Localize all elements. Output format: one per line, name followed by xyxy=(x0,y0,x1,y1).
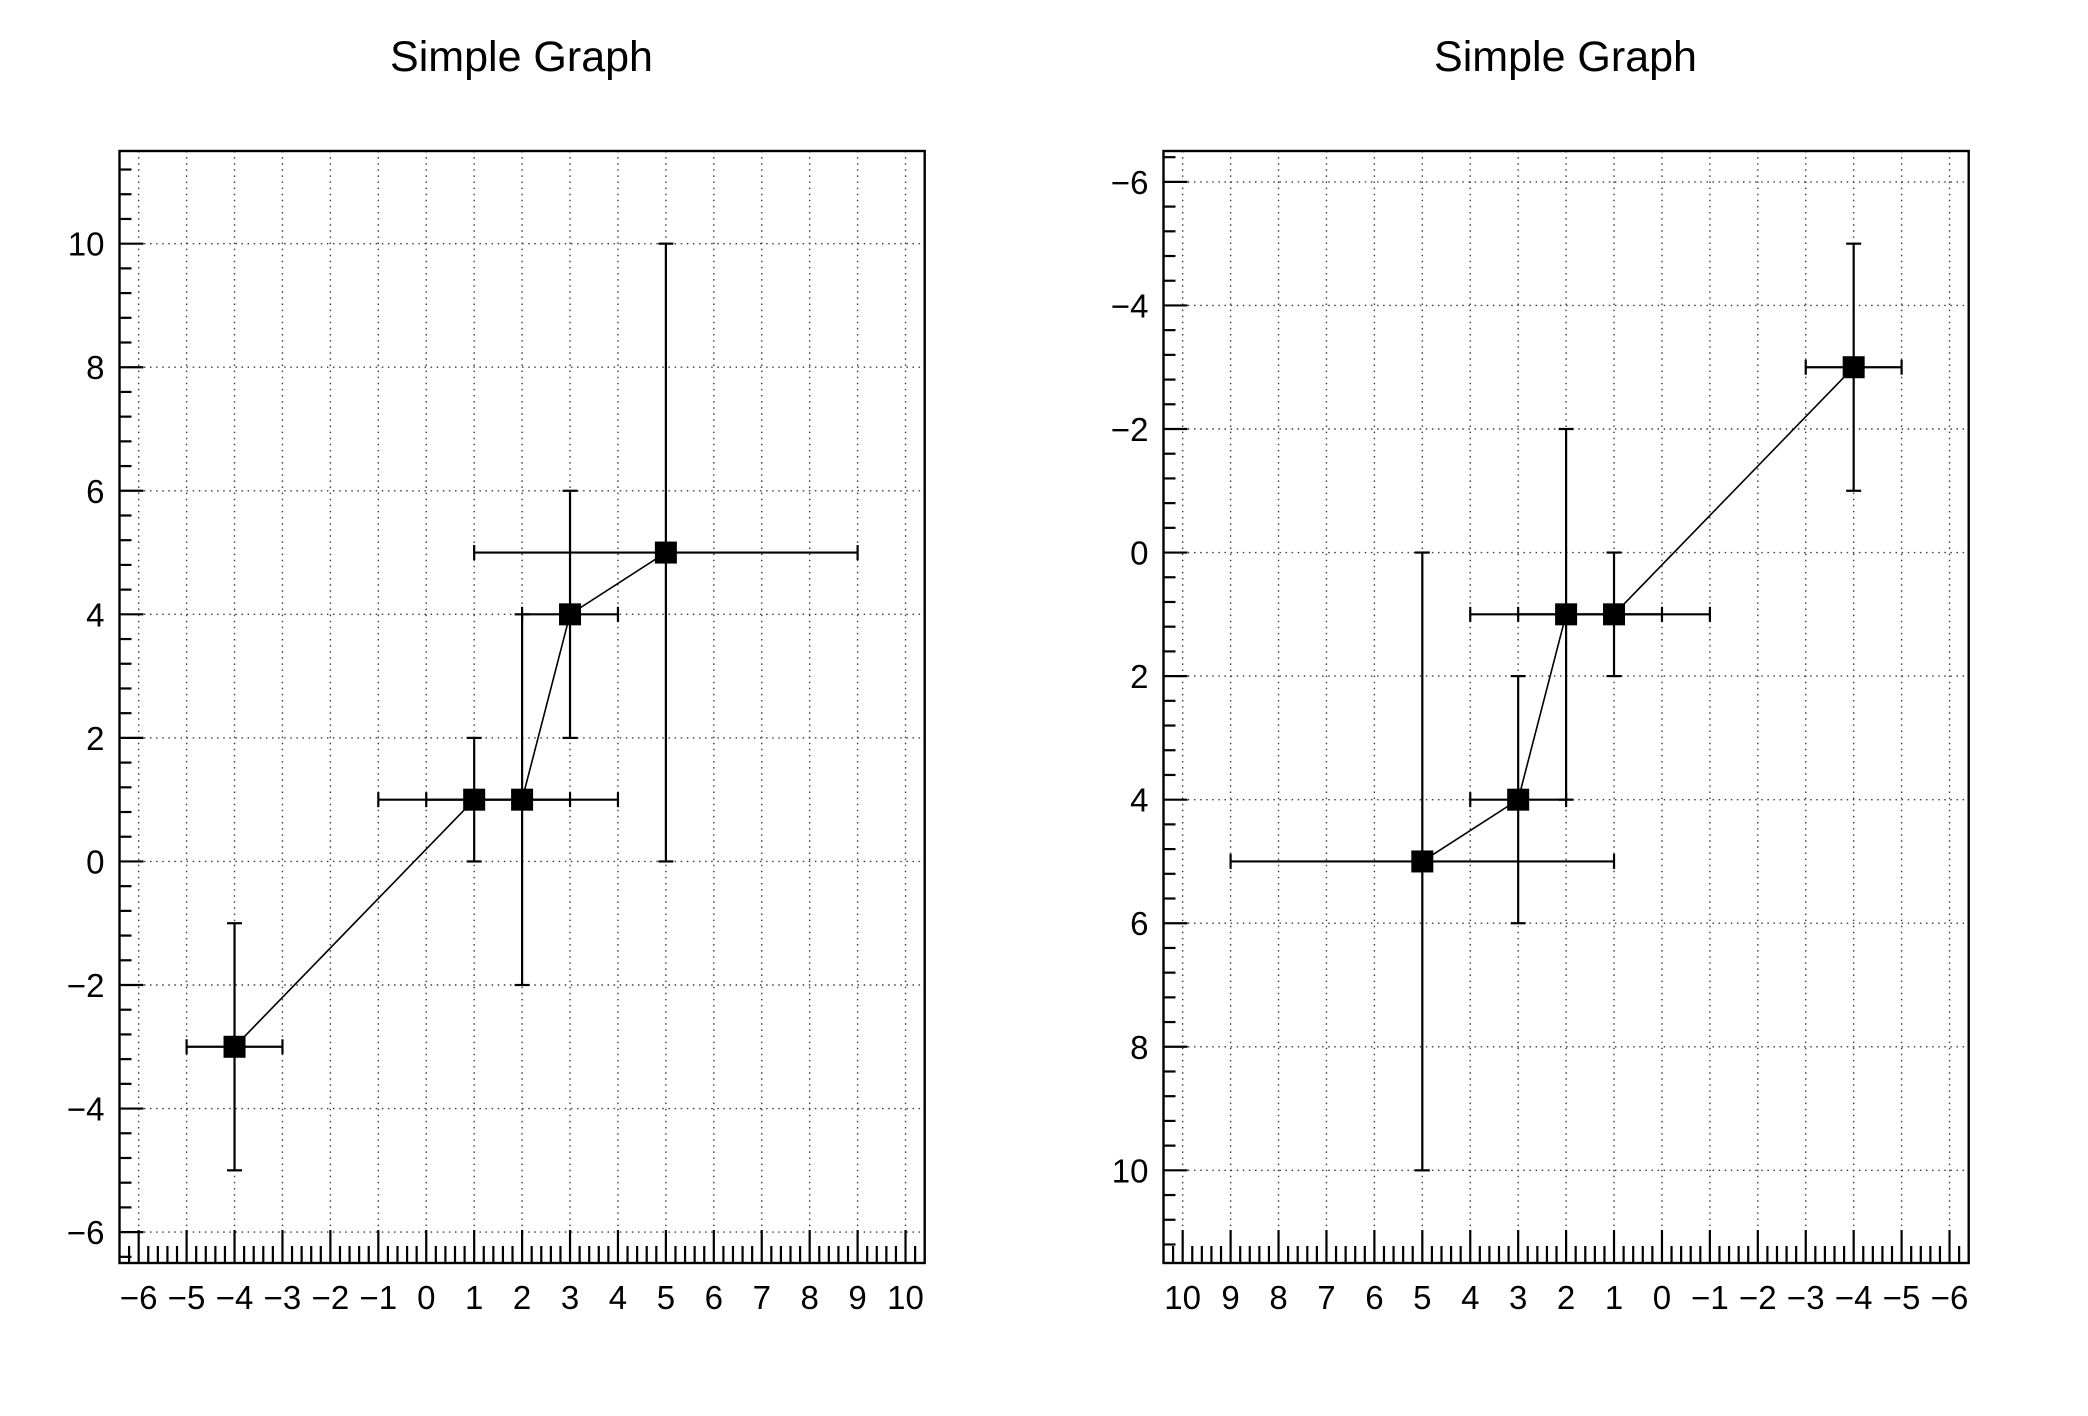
pad-left: −6 −5 −4 −3 −2 −1 0 1 2 3 4 5 6 7 8 9 10 −6 −4 −2 0 2 4 6 8 10 Si… xyxy=(67,33,926,1316)
x-tick-label: 5 xyxy=(1413,1279,1431,1316)
x-tick-label: 2 xyxy=(1557,1279,1575,1316)
x-tick-label: 8 xyxy=(1269,1279,1287,1316)
y-tick-label: 10 xyxy=(1112,1152,1149,1189)
data-marker xyxy=(1507,788,1530,811)
y-tick-label: 8 xyxy=(1130,1029,1148,1066)
x-tick-label: 4 xyxy=(609,1279,627,1316)
x-tick-label: −5 xyxy=(1883,1279,1921,1316)
data-marker xyxy=(223,1035,246,1058)
x-tick-label: −6 xyxy=(120,1279,158,1316)
y-tick-label: −2 xyxy=(67,967,105,1004)
y-tick-label: 6 xyxy=(1130,905,1148,942)
y-tick-label: 2 xyxy=(1130,658,1148,695)
y-tick-label: 10 xyxy=(68,226,105,263)
x-tick-label: 4 xyxy=(1461,1279,1479,1316)
x-tick-label: 3 xyxy=(1509,1279,1527,1316)
x-tick-label: 9 xyxy=(1221,1279,1239,1316)
y-tick-label: 4 xyxy=(1130,782,1148,819)
x-tick-label: −4 xyxy=(1835,1279,1873,1316)
x-tick-label: 0 xyxy=(1653,1279,1671,1316)
x-tick-label: 10 xyxy=(1164,1279,1201,1316)
x-tick-label: 7 xyxy=(1317,1279,1335,1316)
x-tick-label: −4 xyxy=(216,1279,254,1316)
data-marker xyxy=(1411,850,1434,873)
y-tick-label: 8 xyxy=(86,349,104,386)
chart-title-left: Simple Graph xyxy=(390,33,653,81)
y-tick-label: 0 xyxy=(86,843,104,880)
y-tick-label: −6 xyxy=(1111,164,1149,201)
y-tick-label: 2 xyxy=(86,720,104,757)
x-tick-label: 1 xyxy=(465,1279,483,1316)
x-tick-label: 7 xyxy=(753,1279,771,1316)
x-tick-label: 6 xyxy=(1365,1279,1383,1316)
chart-title-right: Simple Graph xyxy=(1434,33,1697,81)
y-tick-label: −4 xyxy=(67,1091,105,1128)
y-tick-label: 4 xyxy=(86,596,104,633)
x-tick-label: 9 xyxy=(848,1279,866,1316)
plot-frame xyxy=(118,149,926,1265)
data-marker xyxy=(654,541,677,564)
x-tick-label: 2 xyxy=(513,1279,531,1316)
x-tick-label: −1 xyxy=(360,1279,398,1316)
x-tick-label: 10 xyxy=(887,1279,924,1316)
y-tick-label: −4 xyxy=(1111,287,1149,324)
y-tick-label: −6 xyxy=(67,1214,105,1251)
data-marker xyxy=(559,603,582,626)
x-tick-label: −2 xyxy=(312,1279,350,1316)
data-marker xyxy=(463,788,486,811)
y-tick-label: 6 xyxy=(86,473,104,510)
x-tick-label: 8 xyxy=(800,1279,818,1316)
x-tick-label: 1 xyxy=(1605,1279,1623,1316)
x-tick-label: 3 xyxy=(561,1279,579,1316)
x-tick-label: −6 xyxy=(1931,1279,1969,1316)
x-tick-label: −3 xyxy=(264,1279,302,1316)
x-tick-label: 0 xyxy=(417,1279,435,1316)
x-tick-label: −3 xyxy=(1787,1279,1825,1316)
data-marker xyxy=(511,788,534,811)
x-tick-label: 6 xyxy=(705,1279,723,1316)
data-marker xyxy=(1842,356,1865,379)
x-tick-label: −5 xyxy=(168,1279,206,1316)
plot-frame xyxy=(1162,149,1970,1265)
x-tick-label: 5 xyxy=(657,1279,675,1316)
data-marker xyxy=(1555,603,1578,626)
data-marker xyxy=(1603,603,1626,626)
y-tick-label: −2 xyxy=(1111,411,1149,448)
x-tick-label: −2 xyxy=(1739,1279,1777,1316)
y-tick-label: 0 xyxy=(1130,535,1148,572)
pad-right: −6 −5 −4 −3 −2 −1 0 1 2 3 4 5 6 7 8 9 10 −6 −4 −2 0 2 4 6 8 10 Si… xyxy=(1044,0,2088,1416)
x-tick-label: −1 xyxy=(1691,1279,1729,1316)
